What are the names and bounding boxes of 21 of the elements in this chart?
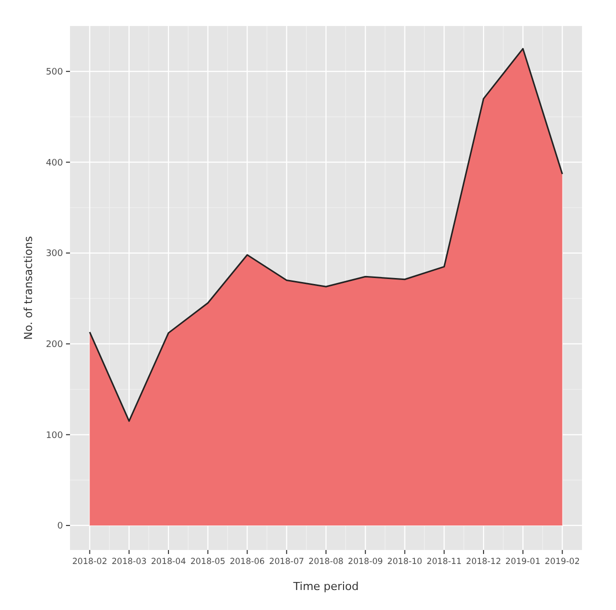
x-tick-label: 2018-07 <box>269 556 304 566</box>
x-tick-label: 2018-09 <box>348 556 383 566</box>
x-axis-title: Time period <box>292 580 359 593</box>
y-tick-label: 400 <box>46 158 64 168</box>
x-tick-label: 2019-01 <box>505 556 540 566</box>
x-tick-label: 2018-10 <box>387 556 422 566</box>
x-tick-label: 2018-03 <box>112 556 147 566</box>
x-tick-label: 2018-08 <box>308 556 344 566</box>
x-tick-label: 2018-11 <box>426 556 462 566</box>
x-tick-label: 2018-12 <box>466 556 502 566</box>
x-tick-label: 2018-06 <box>230 556 265 566</box>
y-axis-title: No. of transactions <box>22 236 35 340</box>
y-tick-label: 500 <box>46 68 64 78</box>
y-tick-label: 200 <box>46 340 64 350</box>
x-tick-label: 2019-02 <box>544 556 580 566</box>
x-tick-label: 2018-05 <box>190 556 226 566</box>
y-tick-label: 0 <box>57 522 64 532</box>
y-tick-label: 300 <box>46 249 64 260</box>
y-tick-label: 100 <box>46 430 64 441</box>
x-tick-label: 2018-04 <box>150 556 186 566</box>
x-tick-label: 2018-02 <box>72 556 108 566</box>
